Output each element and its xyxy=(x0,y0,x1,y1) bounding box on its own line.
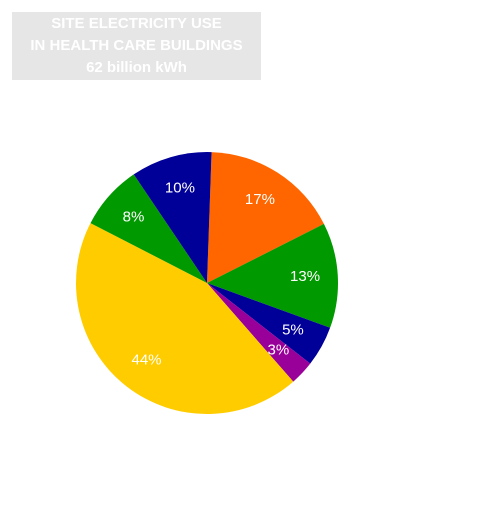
pie-slice-7 xyxy=(133,152,212,283)
chart-subtitle: 62 billion kWh xyxy=(86,59,187,76)
pie-slice-5 xyxy=(76,223,294,414)
slice-label-1: 17% xyxy=(245,191,275,208)
pie-slice-1 xyxy=(207,152,324,283)
pie-slice-6 xyxy=(90,174,207,283)
chart-title-line-2: IN HEALTH CARE BUILDINGS xyxy=(30,37,243,54)
slice-label-2: 13% xyxy=(290,268,320,285)
slice-label-6: 8% xyxy=(123,209,145,226)
slice-label-7: 10% xyxy=(165,180,195,197)
pie-slice-3 xyxy=(207,283,331,364)
chart-title-line-1: SITE ELECTRICITY USE xyxy=(51,15,222,32)
slice-label-4: 3% xyxy=(268,341,290,358)
slice-label-5: 44% xyxy=(131,351,161,368)
slice-label-3: 5% xyxy=(282,322,304,339)
chart-title-box: SITE ELECTRICITY USE IN HEALTH CARE BUIL… xyxy=(12,12,261,80)
pie-slice-4 xyxy=(207,283,311,382)
pie-slice-2 xyxy=(207,223,338,328)
